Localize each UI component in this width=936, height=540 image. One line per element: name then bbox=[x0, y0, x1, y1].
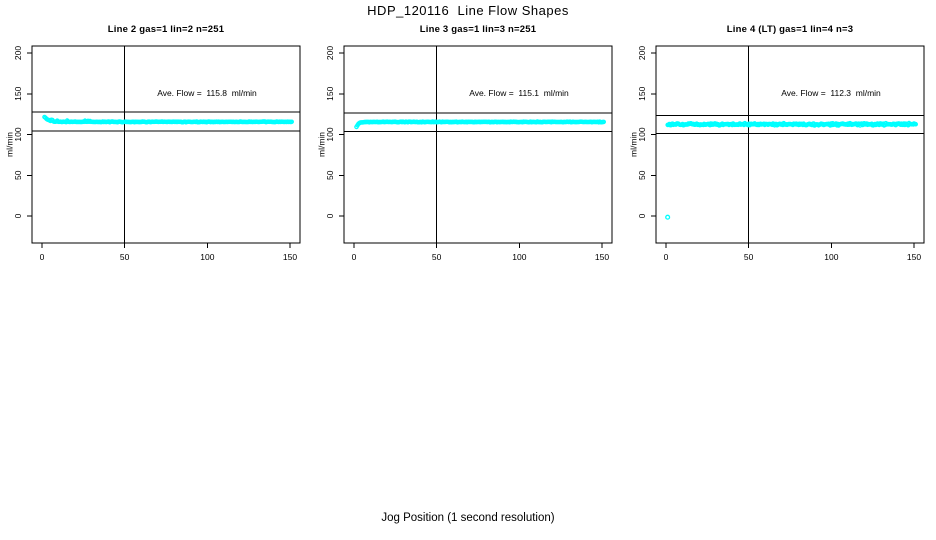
y-tick-label: 100 bbox=[637, 127, 647, 141]
data-point bbox=[601, 119, 607, 125]
panel-line2: Line 2 gas=1 lin=2 n=251 Ave. Flow = 115… bbox=[0, 0, 312, 280]
plot-frame bbox=[343, 45, 613, 244]
x-tick-label: 50 bbox=[432, 252, 442, 262]
main-title: HDP_120116 Line Flow Shapes bbox=[367, 3, 569, 18]
y-tick-label: 150 bbox=[637, 86, 647, 100]
panel-line3: Line 3 gas=1 lin=3 n=251 Ave. Flow = 115… bbox=[312, 0, 624, 280]
y-tick-label: 150 bbox=[325, 86, 335, 100]
y-tick-label: 0 bbox=[13, 213, 23, 218]
x-axis-label: Jog Position (1 second resolution) bbox=[381, 512, 555, 524]
panel-title: Line 2 gas=1 lin=2 n=251 bbox=[107, 24, 225, 35]
x-tick-label: 50 bbox=[744, 252, 754, 262]
y-tick-label: 50 bbox=[13, 170, 23, 180]
panel-title: Line 4 (LT) gas=1 lin=4 n=3 bbox=[726, 24, 854, 35]
x-tick-label: 0 bbox=[664, 252, 669, 262]
x-tick-label: 150 bbox=[283, 252, 297, 262]
ave-flow-annotation: Ave. Flow = 115.8 ml/min bbox=[157, 88, 257, 98]
data-point bbox=[913, 121, 919, 127]
x-tick-label: 100 bbox=[512, 252, 526, 262]
y-tick-label: 0 bbox=[637, 213, 647, 218]
y-tick-label: 100 bbox=[325, 127, 335, 141]
x-tick-label: 50 bbox=[120, 252, 130, 262]
ave-flow-annotation: Ave. Flow = 112.3 ml/min bbox=[781, 88, 881, 98]
x-tick-label: 100 bbox=[824, 252, 838, 262]
panel-plot-svg: 0 50 100 150 0 50 100 150 200 bbox=[637, 45, 925, 262]
plot-frame bbox=[31, 45, 301, 244]
x-tick-label: 0 bbox=[352, 252, 357, 262]
y-tick-label: 200 bbox=[325, 46, 335, 60]
panel-title: Line 3 gas=1 lin=3 n=251 bbox=[419, 24, 537, 35]
y-tick-label: 50 bbox=[325, 170, 335, 180]
data-point bbox=[289, 119, 295, 125]
data-points bbox=[42, 114, 295, 125]
panel-plot-svg: 0 50 100 150 0 50 100 150 200 bbox=[325, 45, 613, 262]
ave-flow-annotation: Ave. Flow = 115.1 ml/min bbox=[469, 88, 569, 98]
x-tick-label: 100 bbox=[200, 252, 214, 262]
y-tick-label: 0 bbox=[325, 213, 335, 218]
plot-frame bbox=[655, 45, 925, 244]
panel-plot-svg: 0 50 100 150 0 50 100 150 200 bbox=[13, 45, 301, 262]
y-tick-label: 100 bbox=[13, 127, 23, 141]
x-tick-label: 150 bbox=[907, 252, 921, 262]
panel-line4: Line 4 (LT) gas=1 lin=4 n=3 Ave. Flow = … bbox=[624, 0, 936, 280]
x-tick-label: 150 bbox=[595, 252, 609, 262]
y-tick-label: 200 bbox=[637, 46, 647, 60]
outlier-point bbox=[665, 214, 671, 220]
y-tick-label: 50 bbox=[637, 170, 647, 180]
y-tick-label: 150 bbox=[13, 86, 23, 100]
data-points bbox=[354, 119, 607, 130]
y-tick-label: 200 bbox=[13, 46, 23, 60]
x-tick-label: 0 bbox=[40, 252, 45, 262]
data-points bbox=[665, 120, 919, 220]
